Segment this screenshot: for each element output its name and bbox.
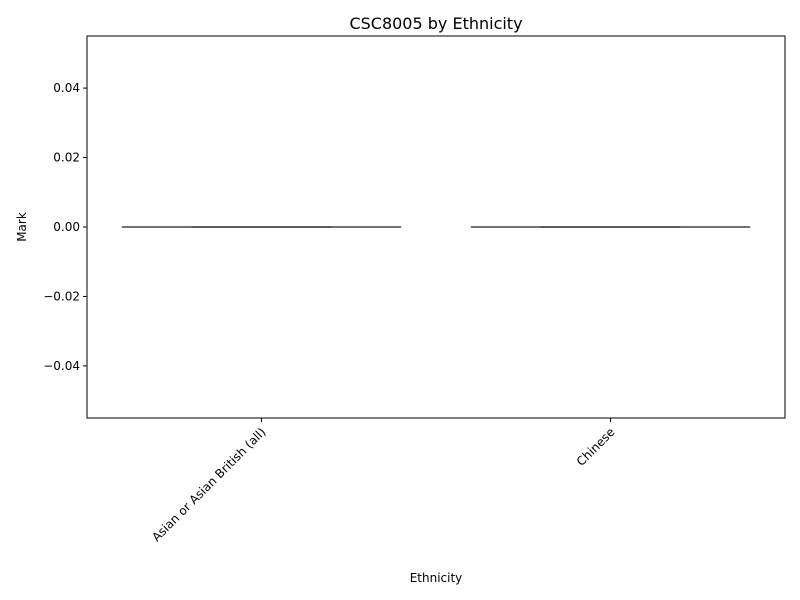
x-tick-label: Chinese [574,425,618,469]
y-tick-label: 0.04 [53,81,80,95]
y-tick-label: 0.00 [53,220,80,234]
x-axis-label: Ethnicity [410,571,463,585]
x-tick-label: Asian or Asian British (all) [149,425,268,544]
y-tick-label: 0.02 [53,151,80,165]
y-axis: −0.04 −0.02 0.00 0.02 0.04 [43,81,87,373]
x-axis: Asian or Asian British (all) Chinese [149,418,618,544]
y-tick-label: −0.02 [43,289,80,303]
chart-title: CSC8005 by Ethnicity [349,14,522,33]
y-axis-label: Mark [15,212,29,242]
y-tick-label: −0.04 [43,359,80,373]
